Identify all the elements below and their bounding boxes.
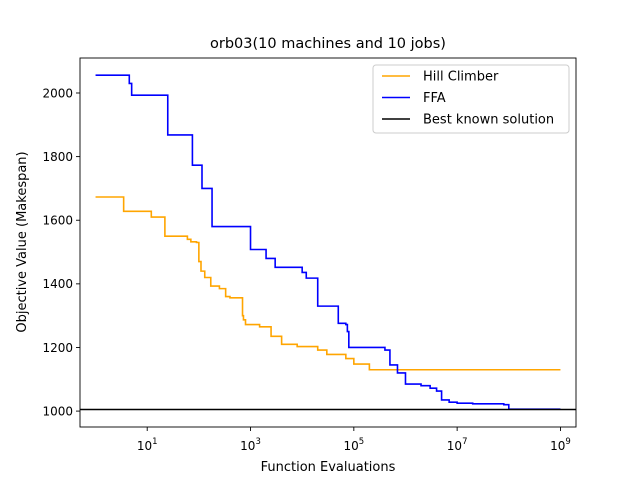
y-tick-label: 1200 xyxy=(42,341,73,355)
x-tick-label: 109 xyxy=(550,437,571,453)
axes: 1000 1200 1400 1600 1800 2000 101 103 105 107 109 xyxy=(42,57,577,453)
x-tick-label: 107 xyxy=(447,437,468,453)
y-tick-label: 1400 xyxy=(42,277,73,291)
y-tick-label: 1000 xyxy=(42,404,73,418)
series-line-hill-climber xyxy=(95,196,561,371)
legend-label: Best known solution xyxy=(423,113,554,128)
x-tick-label: 105 xyxy=(343,437,364,453)
x-axis-label: Function Evaluations xyxy=(261,460,396,475)
y-tick-label: 2000 xyxy=(42,86,73,100)
legend-box xyxy=(372,64,570,134)
y-axis-label: Objective Value (Makespan) xyxy=(15,151,30,332)
x-tick-label: 101 xyxy=(137,437,158,453)
chart-title: orb03(10 machines and 10 jobs) xyxy=(210,36,446,52)
series-line-ffa xyxy=(95,74,561,410)
legend-label: FFA xyxy=(423,91,446,106)
legend-label: Hill Climber xyxy=(423,70,499,85)
y-tick-label: 1600 xyxy=(42,214,73,228)
plot-frame xyxy=(79,57,577,428)
plot-area xyxy=(80,74,576,411)
x-tick-label: 103 xyxy=(240,437,261,453)
y-tick-label: 1800 xyxy=(42,150,73,164)
legend: Hill Climber FFA Best known solution xyxy=(372,64,570,134)
